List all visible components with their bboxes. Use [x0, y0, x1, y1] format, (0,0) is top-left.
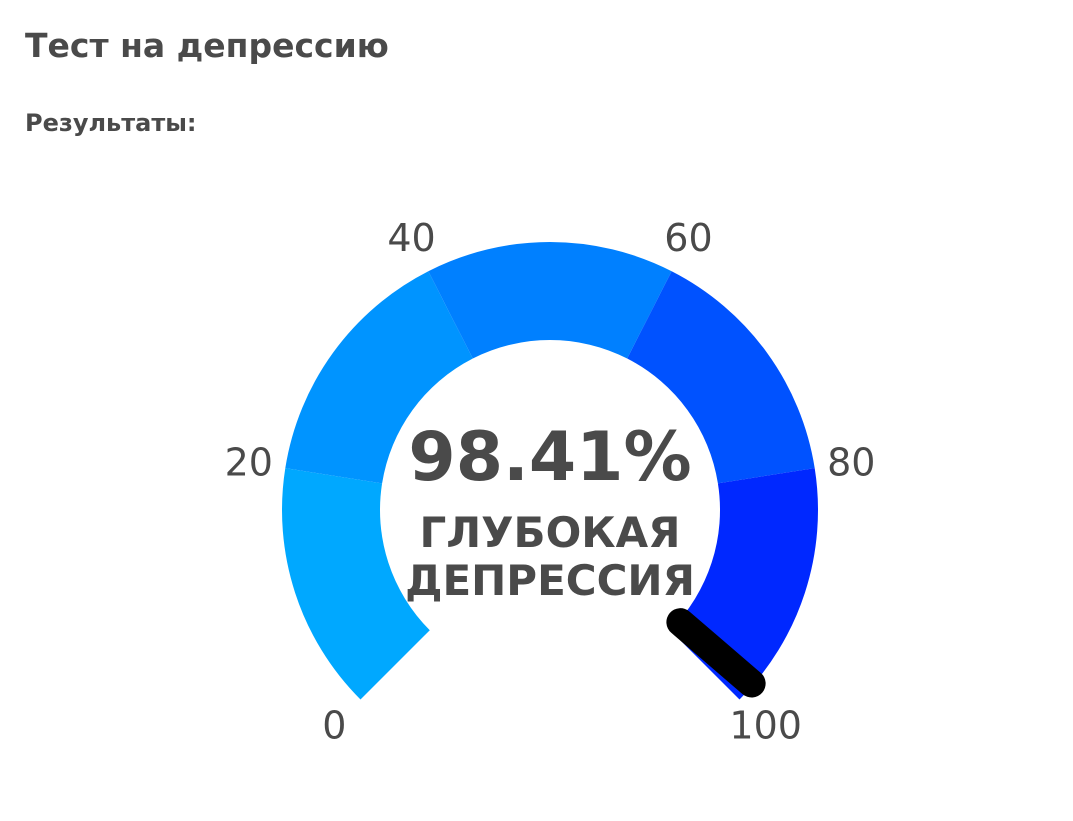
- gauge-band: [285, 271, 473, 484]
- results-heading: Результаты:: [25, 109, 197, 137]
- value-label: 98.41%: [408, 418, 691, 497]
- tick-label: 40: [387, 216, 435, 260]
- tick-label: 100: [729, 704, 802, 748]
- gauge-band: [627, 271, 815, 484]
- tick-label: 80: [827, 440, 875, 484]
- status-label: ДЕПРЕССИЯ: [405, 556, 695, 605]
- tick-label: 60: [664, 216, 712, 260]
- tick-label: 20: [225, 440, 273, 484]
- status-label: ГЛУБОКАЯ: [420, 508, 681, 557]
- tick-label: 0: [322, 704, 346, 748]
- gauge-band: [428, 242, 672, 359]
- needle: [666, 608, 766, 698]
- gauge-band: [282, 468, 430, 700]
- page-title: Тест на депрессию: [25, 26, 389, 65]
